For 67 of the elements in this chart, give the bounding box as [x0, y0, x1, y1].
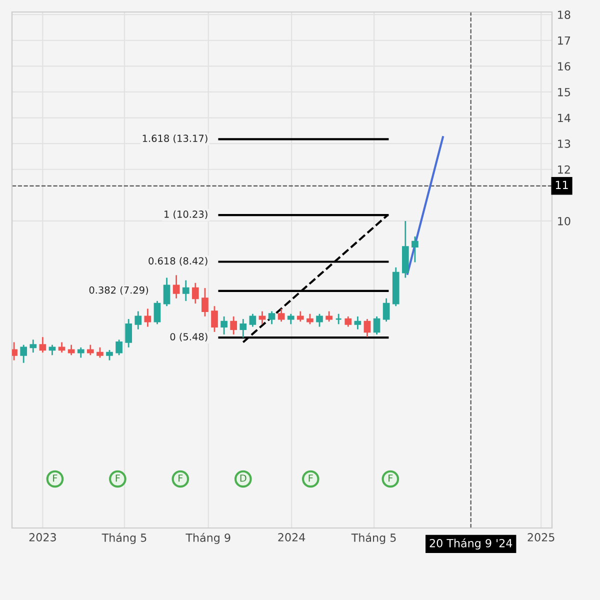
candlestick: [77, 346, 84, 358]
x-tick-label: Tháng 9: [186, 532, 230, 544]
candlestick: [68, 344, 75, 356]
annotation: F: [53, 474, 58, 482]
annotation: F: [308, 474, 313, 482]
candlestick: [144, 308, 152, 328]
candlestick: [412, 236, 418, 263]
candlestick: [278, 308, 285, 322]
candlestick: [344, 316, 352, 328]
ref-line-label: 11: [556, 180, 568, 189]
candlestick: [86, 344, 94, 356]
candlestick: [58, 342, 66, 354]
y-tick-label: 13: [558, 140, 570, 148]
candlestick: [39, 336, 46, 354]
y-tick-label: 17: [558, 36, 570, 45]
candlestick: [364, 318, 371, 338]
candlestick: [163, 277, 170, 307]
candlestick: [182, 280, 190, 302]
candlestick: [335, 313, 342, 325]
annotation: 0.618 (8.42): [148, 257, 208, 266]
candlestick: [30, 338, 37, 354]
y-tick-label: 10: [558, 216, 570, 226]
candlestick: [134, 310, 142, 330]
candlestick: [154, 300, 161, 325]
annotation: 1.618 (13.17): [142, 134, 208, 144]
candlestick: [382, 298, 390, 322]
annotation: F: [178, 474, 183, 482]
candlestick: [258, 310, 266, 325]
candlestick: [220, 316, 228, 336]
y-tick-label: 14: [558, 114, 570, 122]
candlestick: [249, 313, 256, 328]
candlestick: [316, 313, 323, 328]
candlestick: [172, 274, 180, 300]
candlestick: [96, 346, 104, 358]
annotation: F: [116, 474, 120, 482]
x-tick-label: 2025: [528, 533, 554, 542]
candlestick: [192, 282, 199, 304]
annotation: 0.382 (7.29): [89, 286, 148, 295]
candlestick: [48, 344, 56, 356]
candlestick: [354, 316, 362, 330]
candlestick: [306, 313, 314, 325]
y-tick-label: 12: [558, 165, 570, 174]
candlestick: [116, 338, 122, 356]
x-tick-label: Tháng 5: [351, 532, 396, 544]
y-tick-label: 15: [558, 88, 570, 96]
x-tick-label: 2024: [278, 533, 306, 542]
candlestick: [268, 310, 276, 325]
annotation: F: [388, 474, 393, 482]
x-tick-label: 2023: [29, 533, 56, 542]
x-tick-label: Tháng 5: [102, 532, 146, 544]
y-tick-label: 18: [558, 10, 570, 19]
annotation: D: [240, 474, 246, 482]
candlestick: [202, 287, 208, 318]
annotation: 0 (5.48): [170, 332, 208, 342]
candlestick: [326, 310, 332, 322]
ref-line-label: 20 Tháng 9 '24: [430, 538, 512, 550]
candlestick: [125, 318, 132, 348]
candlestick: [296, 310, 304, 322]
candlestick: [240, 318, 247, 338]
y-tick-label: 16: [558, 62, 570, 71]
annotation: 1 (10.23): [164, 210, 208, 220]
candlestick: [211, 305, 218, 333]
candlestick: [373, 316, 380, 336]
candlestick: [20, 344, 28, 364]
candlestick: [230, 316, 238, 336]
candlestick: [106, 349, 113, 361]
candlestick: [287, 313, 294, 325]
